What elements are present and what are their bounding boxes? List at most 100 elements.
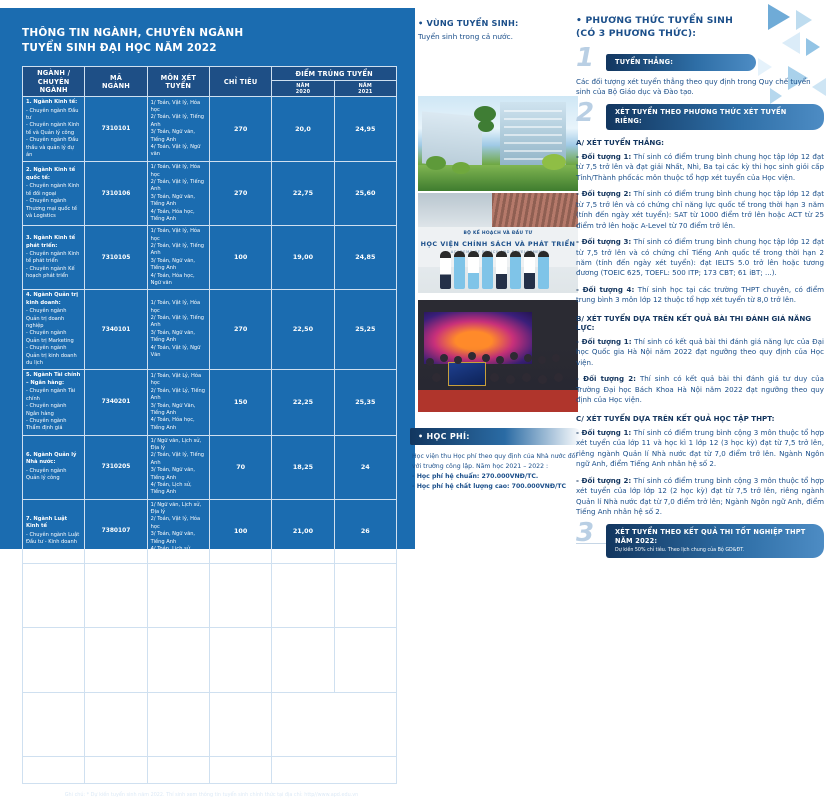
total-label: TỔNG <box>21 755 86 784</box>
building-right <box>500 102 566 168</box>
method-2-number: 2 <box>576 97 595 128</box>
cell-score-2020: 19,00 <box>271 225 335 291</box>
cell-score-2021: 25,35 <box>333 369 398 436</box>
table-row: 1. Ngành Kinh tế: - Chuyên ngành Đầu tư - … <box>21 96 398 163</box>
middle-column: • VÙNG TUYỂN SINH: Tuyển sinh trong cả n… <box>418 18 578 43</box>
club-banner <box>448 362 486 386</box>
table-row: 10. Ngôn ngữ Anh* - Chuyên ngành Tiếng An… <box>21 691 397 757</box>
cell-code: 7220201 <box>84 691 148 757</box>
cell-major: 10. Ngôn ngữ Anh* - Chuyên ngành Tiếng An… <box>21 691 86 757</box>
cell-quota: 100 <box>208 691 273 757</box>
fee-heading: • HỌC PHÍ: <box>410 428 582 445</box>
section-c-heading: C/ XÉT TUYỂN DỰA TRÊN KẾT QUẢ HỌC TẬP TH… <box>576 413 775 423</box>
cell-score-2020: 22,75 <box>271 161 335 227</box>
method-3-pill: XÉT TUYỂN THEO KẾT QUẢ THI TỐT NGHIỆP TH… <box>606 523 824 558</box>
cell-code: 7310101 <box>84 96 148 163</box>
col-header-year-2021: NĂM 2021 <box>333 80 398 98</box>
total-score-blank <box>271 755 397 784</box>
cell-major: 4. Ngành Quản trị kinh doanh: - Chuyên ng… <box>21 289 86 371</box>
total-quota: 1550 <box>208 755 273 784</box>
col-header-subjects: MÔN XÉT TUYỂN <box>146 66 210 98</box>
poster-page: THÔNG TIN NGÀNH, CHUYÊN NGÀNH TUYỂN SINH … <box>0 4 826 798</box>
cell-major: 5. Ngành Tài chính – Ngân hàng: - Chuyên … <box>21 369 86 436</box>
cell-score-2021: 24 <box>333 434 398 500</box>
cell-score-2021: 25,05 <box>333 562 398 628</box>
section-c-items: - Đối tượng 1: Thí sinh có điểm trung bì… <box>576 428 824 518</box>
method-2-pill: XÉT TUYỂN THEO PHƯƠNG THỨC XÉT TUYỂN RIÊ… <box>606 103 824 130</box>
cell-major: 6. Ngành Quản lý Nhà nước: - Chuyên ngành… <box>21 434 86 500</box>
method-3: 3 XÉT TUYỂN THEO KẾT QUẢ THI TỐT NGHIỆP … <box>576 520 824 558</box>
fee-body: Học viện thu Học phí theo quy định của N… <box>410 452 582 492</box>
table-row: 9. Ngành Kinh tế số - Chuyên ngành Kinh t… <box>21 626 398 693</box>
cell-major: 2. Ngành Kinh tế quốc tế: - Chuyên ngành … <box>21 161 86 227</box>
student-event-group-photo <box>418 300 578 412</box>
cell-score-2020: 22,25 <box>271 369 335 436</box>
cell-score-2021: 24,95 <box>333 96 398 163</box>
method-1-pill: TUYỂN THẲNG: <box>606 53 756 71</box>
cell-code: 7380107 <box>84 498 148 564</box>
cell-code: 7340201 <box>84 369 148 436</box>
criteria-paragraph: - Đối tượng 1: Thí sinh có kết quả bài t… <box>576 336 824 367</box>
cell-major: 9. Ngành Kinh tế số - Chuyên ngành Kinh t… <box>21 626 86 693</box>
cell-subjects: 1/ Toán, Vật lý, Hóa học 2/ Toán, Vật lý,… <box>146 161 210 227</box>
cell-code: 7340115 <box>84 626 148 693</box>
cell-quota: 100 <box>208 498 273 564</box>
cell-code: 7340101 <box>84 289 148 371</box>
stage-floor <box>418 390 578 412</box>
method-1-number: 1 <box>576 42 595 73</box>
table-footnote: Ghi chú: * Dự kiến tuyển sinh năm 2022. … <box>64 791 359 798</box>
cell-quota: 150 <box>208 369 273 436</box>
criteria-paragraph: - Đối tượng 2: Thí sinh có kết quả bài t… <box>576 374 824 405</box>
criteria-paragraph: - Đối tượng 4: Thí sinh học tại các trườ… <box>576 284 824 305</box>
cell-code: 7310205 <box>84 434 148 500</box>
right-column: • PHƯƠNG THỨC TUYỂN SINH (CÓ 3 PHƯƠNG THỨ… <box>576 14 824 564</box>
criteria-paragraph: - Đối tượng 1: Thí sinh có điểm trung bì… <box>576 427 824 469</box>
cell-subjects: 1/ Ngữ văn, Lịch sử, Địa lý 2/ Toán, Vật … <box>146 434 210 500</box>
section-a-heading: A/ XÉT TUYỂN THẲNG: <box>576 137 665 147</box>
table-row: 4. Ngành Quản trị kinh doanh: - Chuyên ng… <box>21 289 398 371</box>
col-header-code: MÃ NGÀNH <box>84 66 148 98</box>
students-ao-dai-photo: BỘ KẾ HOẠCH VÀ ĐẦU TƯ HỌC VIỆN CHÍNH SÁC… <box>418 193 578 293</box>
cell-score-2020 <box>271 626 335 693</box>
table-body: 1. Ngành Kinh tế: - Chuyên ngành Đầu tư - … <box>21 96 398 784</box>
table-row: 3. Ngành Kinh tế phát triển: - Chuyên ngà… <box>21 225 398 291</box>
cell-subjects: 1/ Toán, Vật lý, Hóa học 2/ Toán, Vật lý,… <box>146 225 210 291</box>
cell-subjects: 1/ Toán, Vật lý, Hóa học 2/ Toán, Vật lý,… <box>146 562 210 628</box>
table-row: 5. Ngành Tài chính – Ngân hàng: - Chuyên … <box>21 369 398 436</box>
table-row: 2. Ngành Kinh tế quốc tế: - Chuyên ngành … <box>21 161 398 227</box>
cell-quota: 100 <box>208 562 273 628</box>
col-header-score-group: ĐIỂM TRÚNG TUYỂN <box>271 66 397 82</box>
cell-score-2021: 24,65 <box>333 626 398 693</box>
table-row: 8. Ngành Kế toán - Chuyên ngành Kế toán –… <box>21 562 398 628</box>
fee-item-standard: - Học phí hệ chuẩn: 270.000VNĐ/TC. <box>412 472 539 480</box>
cell-quota: 70 <box>208 434 273 500</box>
campus-building-photo <box>418 96 578 191</box>
table-header: NGÀNH / CHUYÊN NGÀNH MÃ NGÀNH MÔN XÉT TUY… <box>21 66 398 98</box>
cell-code: 7340301 <box>84 562 148 628</box>
cell-score-2020: 21,00 <box>271 498 335 564</box>
cell-quota: 270 <box>208 161 273 227</box>
section-b-items: - Đối tượng 1: Thí sinh có kết quả bài t… <box>576 337 824 406</box>
section-b-heading: B/ XÉT TUYỂN DỰA TRÊN KẾT QUẢ BÀI THI ĐÁ… <box>576 313 812 332</box>
section-a-items: - Đối tượng 1: Thí sinh có điểm trung bì… <box>576 152 824 306</box>
criteria-paragraph: - Đối tượng 2: Thí sinh có điểm trung bì… <box>576 475 824 517</box>
fee-item-highquality: - Học phí hệ chất lượng cao: 700.000VNĐ/… <box>412 482 567 490</box>
cell-major: 8. Ngành Kế toán - Chuyên ngành Kế toán –… <box>21 562 86 628</box>
cell-subjects: 1/ Toán, Vật lý, Hóa học 2/ Toán, Vật lý,… <box>146 289 210 371</box>
crowd <box>418 346 578 390</box>
total-subjects-blank <box>146 755 210 784</box>
method-1-text: Các đối tượng xét tuyển thẳng theo quy đ… <box>576 76 811 97</box>
criteria-paragraph: - Đối tượng 1: Thí sinh có điểm trung bì… <box>576 151 824 182</box>
cell-subjects: 1/ Toán, Vật lý, Hóa học 2/ Toán, Vật lý,… <box>146 626 210 693</box>
col-header-major: NGÀNH / CHUYÊN NGÀNH <box>21 66 86 98</box>
admission-methods-title: • PHƯƠNG THỨC TUYỂN SINH (CÓ 3 PHƯƠNG THỨ… <box>576 15 733 40</box>
table-row: 6. Ngành Quản lý Nhà nước: - Chuyên ngành… <box>21 434 398 500</box>
wall-text-ministry: BỘ KẾ HOẠCH VÀ ĐẦU TƯ <box>463 231 533 236</box>
cell-major: 1. Ngành Kinh tế: - Chuyên ngành Đầu tư - … <box>21 96 86 163</box>
wall-text-academy: HỌC VIỆN CHÍNH SÁCH VÀ PHÁT TRIỂN <box>420 240 576 248</box>
cell-quota: 100 <box>208 225 273 291</box>
cell-subjects: 1/ Toán, Vật lý, Hóa học 2/ Toán, Vật lý,… <box>146 96 210 163</box>
col-header-year-2020: NĂM 2020 <box>271 80 335 98</box>
cell-quota: 270 <box>208 96 273 163</box>
cell-code: 7310106 <box>84 161 148 227</box>
